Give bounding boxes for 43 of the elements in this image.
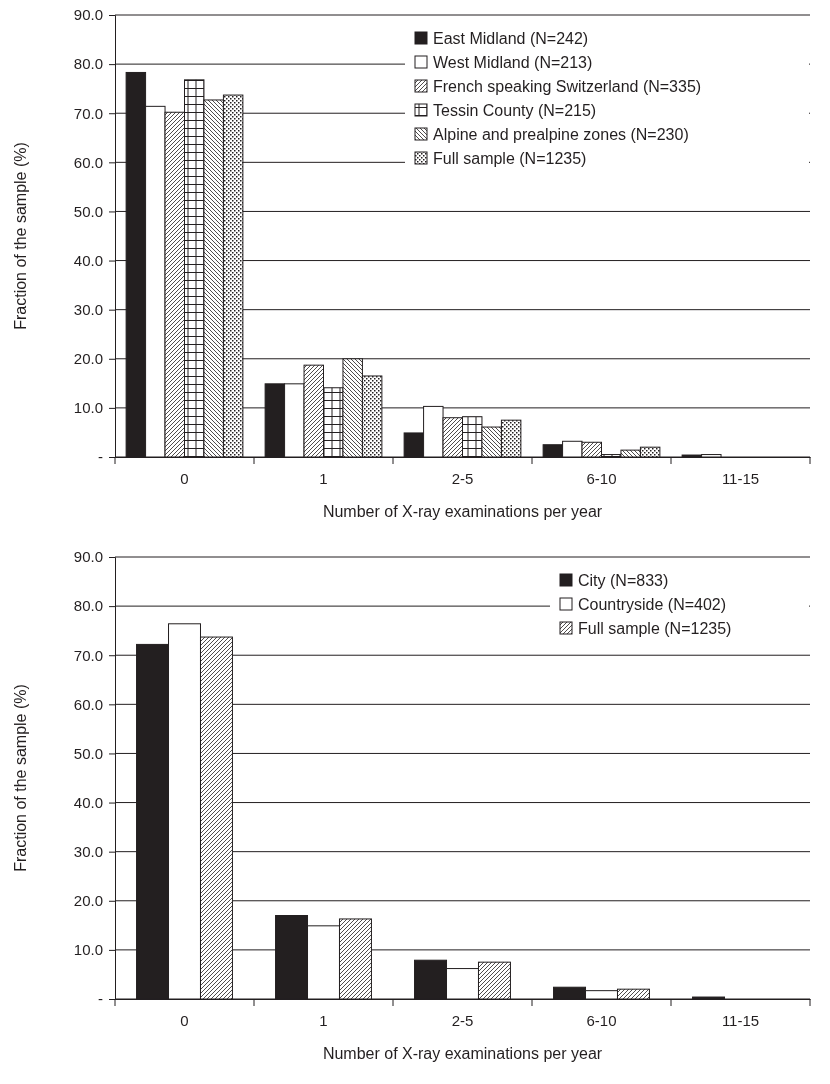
- x-axis-title: Number of X-ray examinations per year: [322, 503, 603, 520]
- y-tick-label: 80.0: [73, 55, 103, 73]
- legend-label: West Midland (N=213): [433, 54, 593, 71]
- y-tick-label: 30.0: [73, 842, 103, 860]
- y-tick-label: 10.0: [73, 941, 103, 959]
- x-tick-label: 1: [319, 1011, 328, 1029]
- legend-label: Countryside (N=402): [578, 596, 727, 613]
- y-tick-label: 40.0: [73, 251, 103, 269]
- legend-label: East Midland (N=242): [433, 30, 589, 47]
- y-tick-label: 50.0: [73, 744, 103, 762]
- y-tick-label: 40.0: [73, 793, 103, 811]
- y-axis-title: Fraction of the sample (%): [12, 684, 29, 872]
- x-tick-label: 2-5: [451, 1011, 474, 1029]
- y-tick-label: -: [98, 448, 103, 466]
- x-tick-label: 11-15: [721, 1011, 760, 1029]
- x-tick-label: 11-15: [721, 469, 760, 487]
- x-axis-title: Number of X-ray examinations per year: [322, 1045, 603, 1062]
- x-tick-label: 0: [180, 469, 189, 487]
- y-axis-title: Fraction of the sample (%): [12, 142, 29, 330]
- y-tick-label: 80.0: [73, 597, 103, 615]
- x-tick-label: 6-10: [586, 469, 617, 487]
- y-tick-label: 90.0: [73, 6, 103, 24]
- legend-label: Alpine and prealpine zones (N=230): [433, 126, 689, 143]
- y-tick-label: 20.0: [73, 350, 103, 368]
- y-tick-label: 20.0: [73, 892, 103, 910]
- x-tick-label: 1: [319, 469, 328, 487]
- y-tick-label: 60.0: [73, 695, 103, 713]
- y-tick-label: 10.0: [73, 399, 103, 417]
- legend-label: Full sample (N=1235): [433, 150, 587, 167]
- y-tick-label: 70.0: [73, 104, 103, 122]
- y-tick-label: 60.0: [73, 153, 103, 171]
- legend-label: Tessin County (N=215): [433, 102, 597, 119]
- y-tick-label: 30.0: [73, 300, 103, 318]
- legend-label: City (N=833): [578, 572, 669, 589]
- legend-label: Full sample (N=1235): [578, 620, 732, 637]
- y-tick-label: 50.0: [73, 202, 103, 220]
- x-tick-label: 0: [180, 1011, 189, 1029]
- y-tick-label: -: [98, 990, 103, 1008]
- y-tick-label: 70.0: [73, 646, 103, 664]
- x-tick-label: 6-10: [586, 1011, 617, 1029]
- y-tick-label: 90.0: [73, 548, 103, 566]
- legend-label: French speaking Switzerland (N=335): [433, 78, 702, 95]
- x-tick-label: 2-5: [451, 469, 474, 487]
